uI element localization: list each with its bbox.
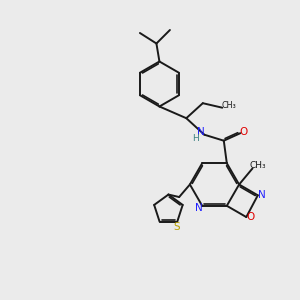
Text: H: H — [193, 134, 199, 143]
Text: N: N — [257, 190, 265, 200]
Text: N: N — [197, 127, 205, 137]
Text: N: N — [195, 203, 203, 213]
Text: CH₃: CH₃ — [250, 161, 266, 170]
Text: O: O — [246, 212, 254, 222]
Text: CH₃: CH₃ — [221, 101, 236, 110]
Text: O: O — [239, 127, 248, 137]
Text: S: S — [173, 222, 180, 232]
